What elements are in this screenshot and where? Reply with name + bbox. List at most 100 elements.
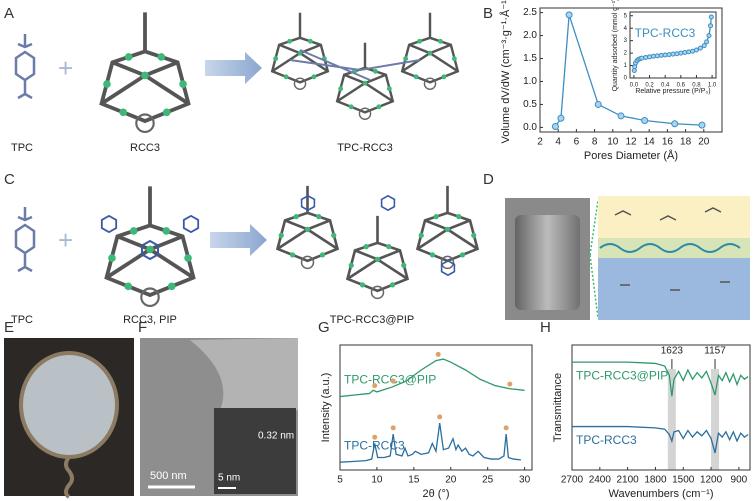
- data-point: [682, 49, 688, 55]
- data-point: [641, 117, 649, 125]
- x-axis-title: Relative pressure (P/P₀): [635, 88, 710, 95]
- rcc3-cage: [102, 12, 189, 132]
- plot-frame: [629, 11, 717, 79]
- data-point: [639, 55, 645, 61]
- data-point: [643, 54, 649, 60]
- data-point: [697, 45, 703, 51]
- data-point: [658, 52, 664, 58]
- network-cage: [348, 216, 408, 299]
- y-tick-label: 2.0: [523, 30, 537, 41]
- x-tick-label: 15: [408, 475, 420, 486]
- hrtem-inset: [214, 408, 296, 494]
- data-point: [698, 121, 706, 129]
- data-point: [650, 53, 656, 59]
- x-tick-label: 8: [592, 137, 598, 148]
- data-point: [686, 49, 692, 55]
- film-loop: [19, 351, 119, 459]
- x-tick-label: 5: [337, 475, 343, 486]
- data-point: [704, 39, 710, 45]
- x-axis-title: Wavenumbers (cm⁻¹): [608, 488, 713, 500]
- x-tick-label: 1800: [644, 475, 667, 486]
- tpc-molecule: [14, 205, 36, 273]
- y-axis-title: Quantity adsorbed (mmol g⁻¹): [612, 0, 619, 91]
- annotation-label: 1623: [661, 346, 684, 357]
- plus-sign: +: [58, 53, 73, 83]
- x-tick-label: 0.0: [630, 82, 639, 88]
- peak-marker: [390, 425, 396, 431]
- lattice-label: 0.32 nm: [258, 431, 294, 442]
- molecule-label: TPC: [11, 142, 33, 154]
- scale-label: 5 nm: [218, 473, 240, 484]
- x-tick-label: 1200: [700, 475, 723, 486]
- x-tick-label: 18: [680, 137, 692, 148]
- inset-label: TPC-RCC3: [635, 26, 696, 40]
- series-line: [572, 361, 749, 397]
- data-point: [690, 48, 696, 54]
- pip: [182, 215, 200, 233]
- series-label: TPC-RCC3: [576, 433, 637, 447]
- x-tick-label: 900: [731, 475, 748, 486]
- data-point: [708, 14, 714, 20]
- x-axis-title: 2θ (°): [422, 488, 449, 500]
- panel-label: C: [4, 171, 15, 188]
- arrow: [205, 52, 262, 84]
- y-tick-label: 0.0: [523, 122, 537, 133]
- data-point: [674, 51, 680, 57]
- y-tick-label: 1.5: [523, 53, 537, 64]
- panel-label: D: [483, 171, 494, 188]
- data-point: [617, 112, 625, 120]
- y-tick-label: 0.5: [523, 99, 537, 110]
- data-point: [706, 33, 712, 39]
- data-point: [647, 54, 653, 60]
- x-tick-label: 12: [625, 137, 637, 148]
- x-tick-label: 2: [537, 137, 543, 148]
- series-line: [572, 425, 749, 454]
- y-axis-title: Volume dV/dW (cm⁻³·g⁻¹·Å⁻¹): [499, 0, 512, 144]
- peak-marker: [372, 383, 378, 389]
- plot-frame: [571, 344, 751, 471]
- molecule-label: RCC3, PIP: [123, 314, 177, 326]
- beaker: [515, 215, 580, 310]
- x-tick-label: 10: [371, 475, 383, 486]
- data-point: [666, 52, 672, 58]
- network-cage: [402, 13, 458, 90]
- data-point: [671, 120, 679, 128]
- y-tick-label: 5: [624, 13, 628, 19]
- panel-label: E: [4, 319, 14, 336]
- x-tick-label: 2400: [589, 475, 612, 486]
- x-tick-label: 2700: [561, 475, 584, 486]
- series-line: [339, 423, 521, 463]
- peak-marker: [372, 434, 378, 440]
- molecule-label: TPC-RCC3: [337, 142, 393, 154]
- rcc3-cage: [107, 186, 194, 306]
- zoom-lines: [589, 199, 599, 319]
- x-tick-label: 0.2: [645, 82, 654, 88]
- x-tick-label: 0.8: [692, 82, 701, 88]
- panel-label: B: [483, 5, 493, 22]
- peak-marker: [390, 378, 396, 384]
- x-tick-label: 14: [644, 137, 656, 148]
- x-tick-label: 1500: [672, 475, 695, 486]
- series-label: TPC-RCC3: [344, 438, 405, 452]
- data-point: [678, 50, 684, 56]
- peak-marker: [435, 351, 441, 357]
- x-tick-label: 6: [574, 137, 580, 148]
- panel-label: G: [318, 319, 330, 336]
- peak-marker: [507, 381, 513, 387]
- data-point: [557, 114, 565, 122]
- y-tick-label: 4: [624, 26, 628, 32]
- series-label: TPC-RCC3@PIP: [344, 373, 436, 387]
- x-tick-label: 20: [445, 475, 457, 486]
- molecule-label: TPC: [11, 314, 33, 326]
- y-tick-label: 2: [624, 51, 628, 57]
- data-point: [662, 52, 668, 58]
- x-tick-label: 30: [519, 475, 531, 486]
- arrow: [210, 224, 267, 256]
- network-cage: [337, 43, 393, 120]
- x-tick-label: 0.4: [661, 82, 670, 88]
- highlight-band: [711, 369, 720, 470]
- x-tick-label: 2100: [617, 475, 640, 486]
- data-point: [565, 11, 573, 19]
